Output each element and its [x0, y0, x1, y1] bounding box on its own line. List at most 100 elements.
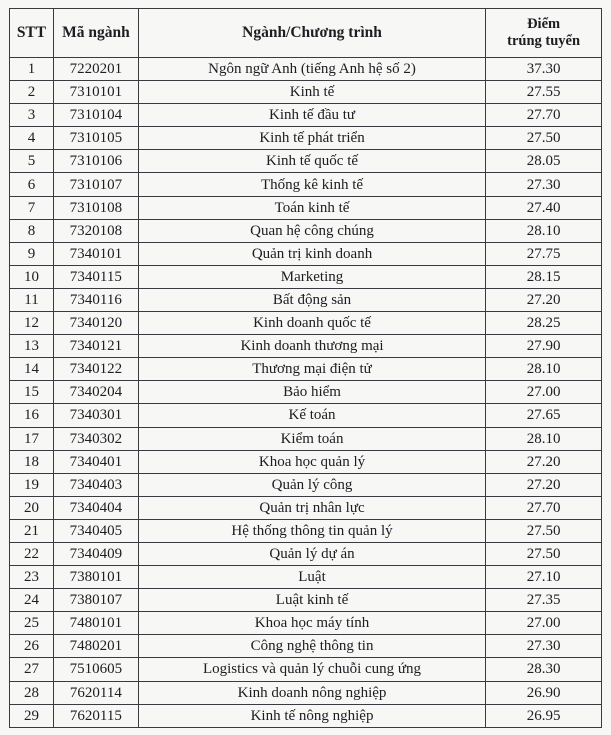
score-cell: 27.10: [485, 565, 602, 590]
table-row: 26 7480201 Công nghệ thông tin 27.30: [9, 634, 602, 659]
code-cell: 7340122: [52, 357, 139, 382]
program-cell: Kinh doanh quốc tế: [137, 311, 487, 336]
code-cell: 7220201: [52, 56, 139, 82]
code-cell: 7340101: [52, 241, 139, 266]
score-cell: 27.20: [485, 449, 602, 474]
score-cell: 27.20: [485, 472, 602, 497]
code-cell: 7310107: [52, 172, 139, 197]
stt-cell: 15: [9, 380, 54, 405]
program-cell: Khoa học máy tính: [137, 611, 487, 636]
stt-cell: 25: [9, 611, 54, 636]
table-row: 27 7510605 Logistics và quản lý chuỗi cung…: [9, 657, 602, 682]
code-cell: 7310105: [52, 126, 139, 151]
score-cell: 27.55: [485, 80, 602, 105]
table-row: 17 7340302 Kiểm toán 28.10: [9, 426, 602, 451]
code-cell: 7620115: [52, 703, 139, 728]
score-cell: 27.50: [485, 518, 602, 543]
code-cell: 7310106: [52, 149, 139, 174]
score-cell: 37.30: [485, 56, 602, 82]
table-row: 25 7480101 Khoa học máy tính 27.00: [9, 611, 602, 636]
admission-scores-table: STT Mã ngành Ngành/Chương trình Điểm trún…: [9, 8, 602, 728]
header-code: Mã ngành: [52, 8, 139, 58]
stt-cell: 20: [9, 495, 54, 520]
code-cell: 7340115: [52, 264, 139, 289]
stt-cell: 8: [9, 218, 54, 243]
stt-cell: 27: [9, 657, 54, 682]
header-score-line1: Điểm: [527, 16, 561, 32]
score-cell: 27.70: [485, 103, 602, 128]
program-cell: Luật kinh tế: [137, 588, 487, 613]
stt-cell: 24: [9, 588, 54, 613]
program-cell: Kinh doanh nông nghiệp: [137, 680, 487, 705]
table-row: 11 7340116 Bất động sản 27.20: [9, 287, 602, 313]
stt-cell: 22: [9, 541, 54, 567]
code-cell: 7510605: [52, 657, 139, 682]
table-row: 10 7340115 Marketing 28.15: [9, 264, 602, 289]
score-cell: 27.75: [485, 241, 602, 266]
stt-cell: 1: [9, 56, 54, 82]
score-cell: 28.25: [485, 311, 602, 336]
table-row: 21 7340405 Hệ thống thông tin quản lý 27.50: [9, 518, 602, 543]
program-cell: Kinh tế quốc tế: [137, 149, 487, 174]
table-row: 6 7310107 Thống kê kinh tế 27.30: [9, 172, 602, 197]
score-cell: 27.90: [485, 334, 602, 359]
stt-cell: 19: [9, 472, 54, 497]
score-cell: 28.30: [485, 657, 602, 682]
program-cell: Thương mại điện tử: [137, 357, 487, 382]
score-cell: 28.10: [485, 426, 602, 451]
program-cell: Logistics và quản lý chuỗi cung ứng: [137, 657, 487, 682]
stt-cell: 10: [9, 264, 54, 289]
program-cell: Quan hệ công chúng: [137, 218, 487, 243]
table-row: 1 7220201 Ngôn ngữ Anh (tiếng Anh hệ số 2)…: [9, 56, 602, 82]
table-row: 14 7340122 Thương mại điện tử 28.10: [9, 357, 602, 382]
stt-cell: 16: [9, 403, 54, 428]
table-row: 3 7310104 Kinh tế đầu tư 27.70: [9, 103, 602, 128]
table-row: 13 7340121 Kinh doanh thương mại 27.90: [9, 334, 602, 359]
code-cell: 7480101: [52, 611, 139, 636]
program-cell: Hệ thống thông tin quản lý: [137, 518, 487, 543]
program-cell: Quản trị nhân lực: [137, 495, 487, 520]
stt-cell: 14: [9, 357, 54, 382]
code-cell: 7620114: [52, 680, 139, 705]
table-row: 5 7310106 Kinh tế quốc tế 28.05: [9, 149, 602, 174]
table-row: 7 7310108 Toán kinh tế 27.40: [9, 195, 602, 220]
table-row: 8 7320108 Quan hệ công chúng 28.10: [9, 218, 602, 243]
stt-cell: 26: [9, 634, 54, 659]
score-cell: 27.30: [485, 634, 602, 659]
score-cell: 27.20: [485, 287, 602, 313]
score-cell: 28.10: [485, 357, 602, 382]
program-cell: Luật: [137, 565, 487, 590]
stt-cell: 13: [9, 334, 54, 359]
program-cell: Kinh tế đầu tư: [137, 103, 487, 128]
stt-cell: 17: [9, 426, 54, 451]
program-cell: Kế toán: [137, 403, 487, 428]
stt-cell: 7: [9, 195, 54, 220]
stt-cell: 3: [9, 103, 54, 128]
score-cell: 27.70: [485, 495, 602, 520]
stt-cell: 9: [9, 241, 54, 266]
code-cell: 7340120: [52, 311, 139, 336]
code-cell: 7310104: [52, 103, 139, 128]
program-cell: Toán kinh tế: [137, 195, 487, 220]
code-cell: 7380107: [52, 588, 139, 613]
table-row: 15 7340204 Bảo hiểm 27.00: [9, 380, 602, 405]
program-cell: Kinh tế phát triển: [137, 126, 487, 151]
program-cell: Thống kê kinh tế: [137, 172, 487, 197]
score-cell: 27.35: [485, 588, 602, 613]
code-cell: 7340302: [52, 426, 139, 451]
score-cell: 27.30: [485, 172, 602, 197]
score-cell: 28.05: [485, 149, 602, 174]
stt-cell: 28: [9, 680, 54, 705]
stt-cell: 23: [9, 565, 54, 590]
header-stt: STT: [9, 8, 54, 58]
program-cell: Kinh tế: [137, 80, 487, 105]
program-cell: Khoa học quản lý: [137, 449, 487, 474]
program-cell: Công nghệ thông tin: [137, 634, 487, 659]
stt-cell: 18: [9, 449, 54, 474]
code-cell: 7310108: [52, 195, 139, 220]
score-cell: 27.50: [485, 541, 602, 567]
program-cell: Bảo hiểm: [137, 380, 487, 405]
table-row: 20 7340404 Quản trị nhân lực 27.70: [9, 495, 602, 520]
score-cell: 28.10: [485, 218, 602, 243]
code-cell: 7310101: [52, 80, 139, 105]
